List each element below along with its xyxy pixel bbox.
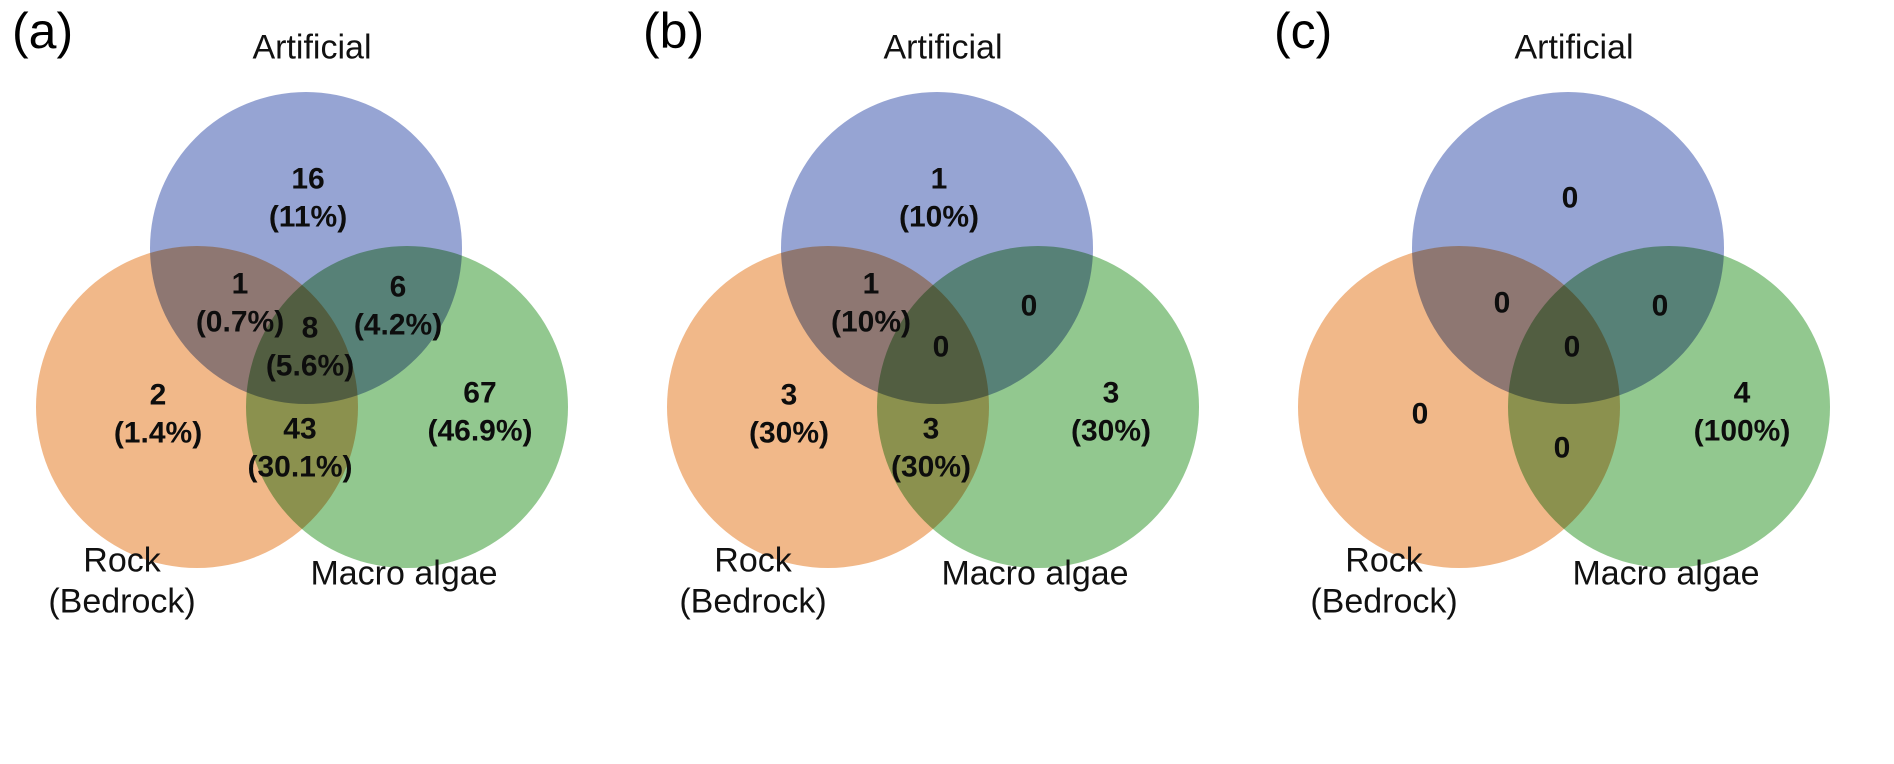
region-count: 0 bbox=[1561, 181, 1579, 215]
region-percent: (30%) bbox=[890, 450, 972, 483]
venn-label-layer: (b) Artificial 1 (10%) 1 (10%) 0 0 3 (30… bbox=[631, 0, 1262, 764]
region-rock-macro: 43 (30.1%) bbox=[247, 411, 352, 486]
panel-label: (b) bbox=[643, 3, 705, 59]
region-count: 3 bbox=[922, 412, 940, 446]
set-label-macro-algae: Macro algae bbox=[941, 554, 1129, 593]
circle-macro-algae bbox=[246, 246, 568, 568]
region-rock-only: 0 bbox=[1412, 395, 1429, 433]
region-percent: (30.1%) bbox=[247, 450, 353, 483]
set-label-rock-line2: (Bedrock) bbox=[679, 583, 827, 621]
region-artificial-macro: 6 (4.2%) bbox=[354, 269, 442, 344]
set-label-rock-line2: (Bedrock) bbox=[1310, 583, 1458, 621]
region-artificial-macro: 0 bbox=[1021, 287, 1038, 325]
venn-panel-c: (c) Artificial 0 0 0 0 0 bbox=[1262, 0, 1893, 764]
set-label-macro-algae: Macro algae bbox=[310, 554, 498, 593]
region-count: 2 bbox=[149, 378, 167, 412]
region-count: 1 bbox=[930, 162, 948, 196]
region-artificial-only: 0 bbox=[1562, 179, 1579, 217]
region-percent: (11%) bbox=[268, 200, 348, 233]
region-percent: (0.7%) bbox=[195, 305, 285, 338]
panel-label: (a) bbox=[12, 3, 74, 59]
region-count: 67 bbox=[463, 376, 497, 410]
region-count: 1 bbox=[862, 267, 880, 301]
panel-label: (c) bbox=[1274, 3, 1333, 59]
region-rock-macro: 0 bbox=[1554, 429, 1571, 467]
region-count: 0 bbox=[932, 330, 950, 364]
region-center: 0 bbox=[933, 328, 950, 366]
venn-circles bbox=[1262, 0, 1893, 764]
region-count: 3 bbox=[1102, 376, 1120, 410]
circle-macro-algae bbox=[877, 246, 1199, 568]
region-count: 43 bbox=[283, 412, 317, 446]
region-macro-only: 4 (100%) bbox=[1694, 375, 1791, 450]
region-percent: (1.4%) bbox=[113, 416, 203, 449]
region-percent: (10%) bbox=[898, 200, 980, 233]
venn-panel-a: (a) Artificial 16 (11%) 1 (0.7%) 6 (4.2%… bbox=[0, 0, 631, 764]
region-artificial-rock: 1 (10%) bbox=[831, 266, 911, 341]
region-count: 0 bbox=[1411, 397, 1429, 431]
venn-label-layer: (a) Artificial 16 (11%) 1 (0.7%) 6 (4.2%… bbox=[0, 0, 631, 764]
set-label-rock-line2: (Bedrock) bbox=[48, 583, 196, 621]
circle-macro-algae bbox=[1508, 246, 1830, 568]
region-percent: (46.9%) bbox=[427, 414, 533, 447]
region-percent: (30%) bbox=[1070, 414, 1152, 447]
region-artificial-only: 1 (10%) bbox=[899, 161, 979, 236]
set-label-rock: Rock (Bedrock) bbox=[48, 541, 195, 624]
region-count: 0 bbox=[1020, 289, 1038, 323]
region-rock-macro: 3 (30%) bbox=[891, 411, 971, 486]
region-count: 1 bbox=[231, 267, 249, 301]
region-artificial-rock: 0 bbox=[1494, 284, 1511, 322]
region-rock-only: 2 (1.4%) bbox=[114, 377, 202, 452]
set-label-rock: Rock (Bedrock) bbox=[679, 541, 826, 624]
venn-label-layer: (c) Artificial 0 0 0 0 0 bbox=[1262, 0, 1893, 764]
set-label-artificial: Artificial bbox=[252, 28, 372, 67]
region-count: 16 bbox=[291, 162, 325, 196]
region-center: 0 bbox=[1564, 328, 1581, 366]
region-artificial-rock: 1 (0.7%) bbox=[196, 266, 284, 341]
region-count: 0 bbox=[1563, 330, 1581, 364]
region-count: 0 bbox=[1493, 286, 1511, 320]
region-percent: (10%) bbox=[830, 305, 912, 338]
region-artificial-macro: 0 bbox=[1652, 287, 1669, 325]
region-count: 8 bbox=[301, 311, 319, 345]
region-count: 0 bbox=[1553, 431, 1571, 465]
region-macro-only: 67 (46.9%) bbox=[427, 375, 532, 450]
set-label-artificial: Artificial bbox=[883, 28, 1003, 67]
set-label-rock: Rock (Bedrock) bbox=[1310, 541, 1457, 624]
region-count: 6 bbox=[389, 270, 407, 304]
region-count: 0 bbox=[1651, 289, 1669, 323]
set-label-rock-line1: Rock bbox=[714, 541, 792, 580]
set-label-rock-line1: Rock bbox=[1345, 541, 1423, 580]
region-percent: (30%) bbox=[748, 416, 830, 449]
region-percent: (5.6%) bbox=[265, 349, 355, 382]
venn-circles bbox=[0, 0, 631, 764]
region-count: 3 bbox=[780, 378, 798, 412]
region-center: 8 (5.6%) bbox=[266, 310, 354, 385]
region-artificial-only: 16 (11%) bbox=[269, 161, 347, 236]
set-label-macro-algae: Macro algae bbox=[1572, 554, 1760, 593]
region-count: 4 bbox=[1733, 376, 1751, 410]
region-macro-only: 3 (30%) bbox=[1071, 375, 1151, 450]
venn-panel-b: (b) Artificial 1 (10%) 1 (10%) 0 0 3 (30… bbox=[631, 0, 1262, 764]
region-rock-only: 3 (30%) bbox=[749, 377, 829, 452]
region-percent: (4.2%) bbox=[353, 308, 443, 341]
venn-circles bbox=[631, 0, 1262, 764]
region-percent: (100%) bbox=[1693, 414, 1791, 447]
set-label-artificial: Artificial bbox=[1514, 28, 1634, 67]
set-label-rock-line1: Rock bbox=[83, 541, 161, 580]
